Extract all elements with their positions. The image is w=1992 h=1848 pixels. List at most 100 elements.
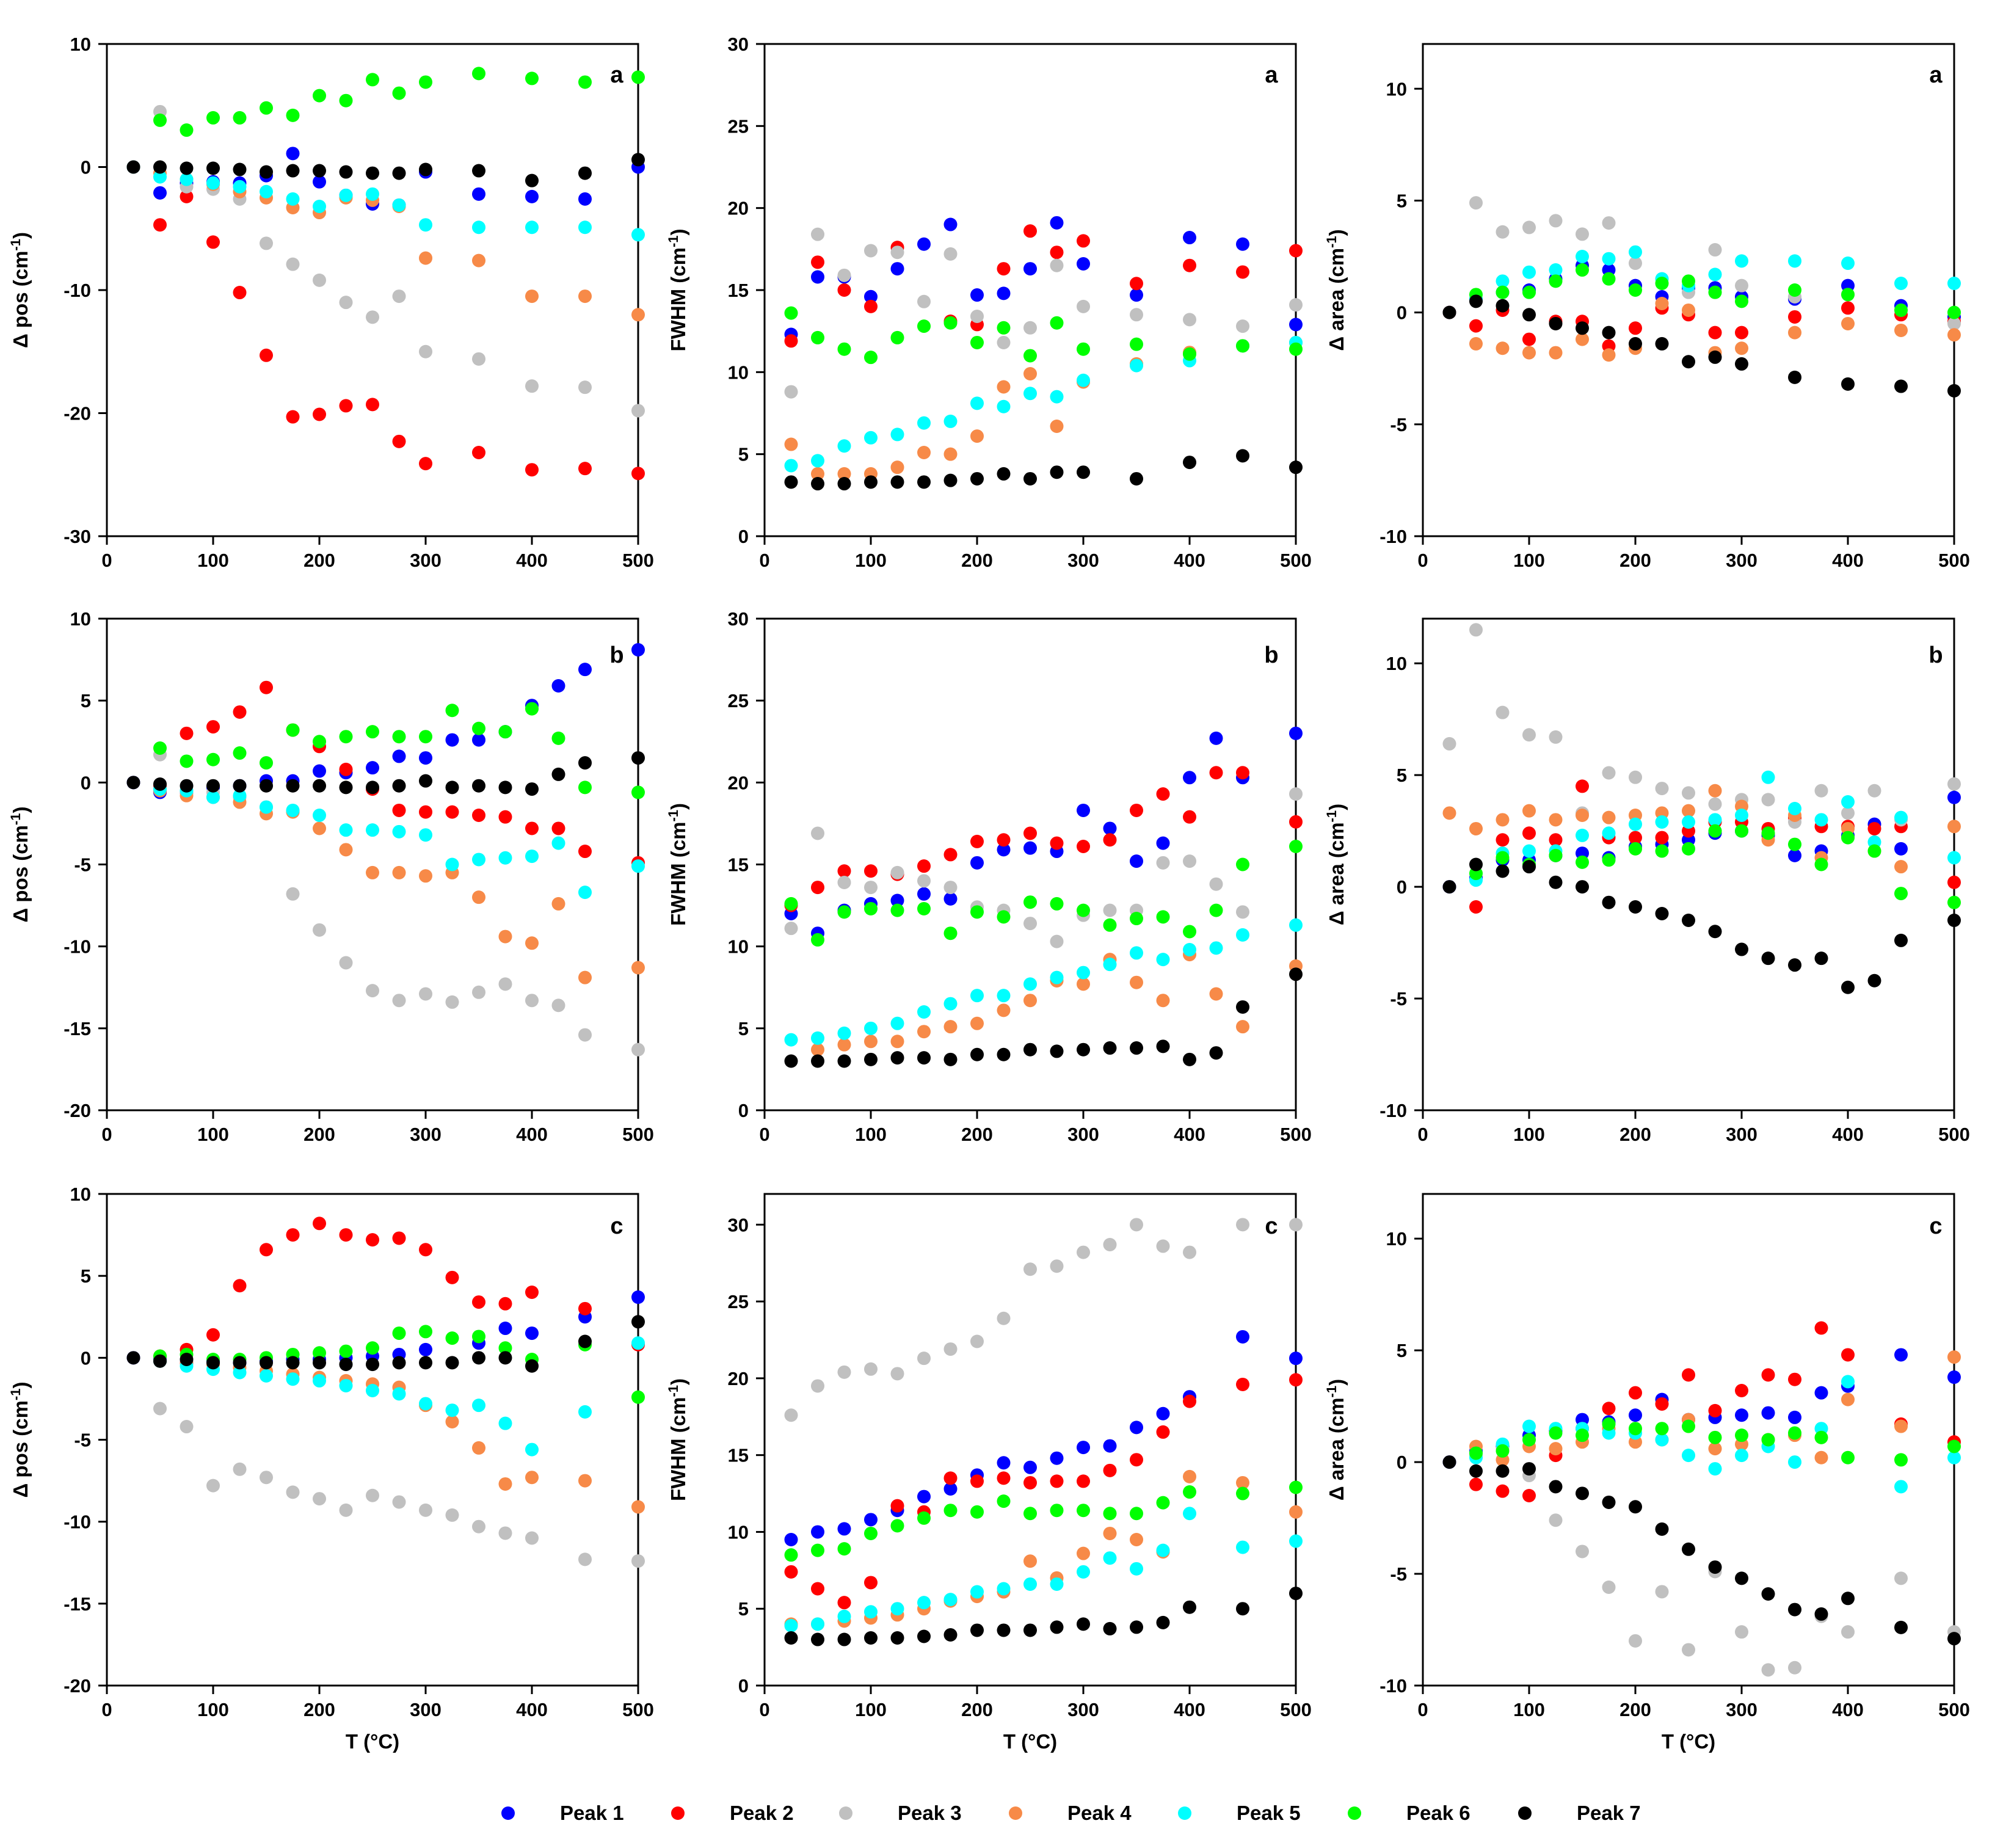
chart-pos-c-point <box>498 1351 512 1365</box>
chart-area-c-y-tick-label: 5 <box>1397 1340 1407 1361</box>
chart-pos-b-point <box>153 777 167 791</box>
chart-area-c-point <box>1522 1433 1536 1447</box>
chart-pos-a-ylabel-close: ) <box>9 232 32 239</box>
chart-area-b-point <box>1761 826 1775 840</box>
chart-area-b-y-axis-label: Δ area (cm-1) <box>1324 804 1348 925</box>
chart-fwhm-b-point <box>1209 987 1223 1001</box>
chart-fwhm-a-point <box>864 244 878 258</box>
chart-area-a-x-tick-label: 400 <box>1832 550 1864 571</box>
chart-fwhm-c-x-tick-label: 500 <box>1280 1699 1312 1720</box>
chart-pos-a-point <box>631 228 645 242</box>
chart-pos-b: 0 100 200 300 400 500 -20 -15 -10 -5 0 5 10 Δ pos (cm… <box>8 608 654 1145</box>
chart-area-a-point <box>1602 216 1616 230</box>
chart-pos-b-point <box>525 849 539 864</box>
chart-fwhm-b-point <box>864 1052 878 1066</box>
chart-pos-a-point <box>180 161 194 175</box>
chart-pos-a-y-tick-label: -30 <box>64 526 91 547</box>
chart-pos-a-series-peak-7 <box>126 153 645 187</box>
chart-area-b-point <box>1867 844 1881 858</box>
chart-pos-a-point <box>525 173 539 187</box>
chart-area-b-point <box>1761 770 1775 784</box>
chart-fwhm-c-point <box>1183 1245 1196 1259</box>
chart-area-b-series-peak-3 <box>1442 623 1961 829</box>
chart-pos-c-point <box>260 1356 273 1370</box>
chart-area-b-point <box>1602 853 1616 867</box>
chart-fwhm-c-y-tick-label: 10 <box>728 1521 749 1543</box>
chart-fwhm-a-point <box>917 475 931 489</box>
chart-pos-b-point <box>498 929 512 944</box>
chart-pos-b-point <box>631 961 645 975</box>
chart-pos-c-ylabel: Δ pos <box>9 1436 32 1498</box>
chart-area-a-point <box>1602 272 1616 286</box>
chart-fwhm-c-y-axis-label: FWHM (cm-1) <box>666 1378 690 1501</box>
chart-area-a-point <box>1655 336 1669 351</box>
chart-pos-c-point <box>313 1217 326 1231</box>
chart-fwhm-c-point <box>1183 1507 1196 1521</box>
chart-area-c-point <box>1761 1368 1775 1382</box>
chart-area-b-x-tick-label: 300 <box>1726 1124 1758 1145</box>
chart-pos-b-y-tick-label: 0 <box>81 772 91 793</box>
chart-fwhm-b-point <box>1236 857 1249 871</box>
chart-area-a-point <box>1735 357 1748 371</box>
chart-fwhm-a-point <box>811 477 824 491</box>
chart-pos-a-point <box>206 235 220 249</box>
chart-pos-a-y-tick-label: -20 <box>64 403 91 424</box>
chart-pos-c-point <box>260 1369 273 1383</box>
chart-pos-a-y-tick-label: 10 <box>70 34 91 55</box>
chart-fwhm-a-point <box>1023 349 1037 363</box>
chart-fwhm-b-point <box>1236 1020 1249 1034</box>
chart-fwhm-b-point <box>917 1025 931 1039</box>
chart-pos-a-point <box>631 308 645 322</box>
chart-fwhm-b-point <box>1209 1046 1223 1060</box>
chart-fwhm-b-ylabel-unit: (cm <box>667 822 689 858</box>
chart-area-b-point <box>1867 784 1881 798</box>
chart-fwhm-b-point <box>1023 994 1037 1008</box>
chart-area-c-point <box>1469 1477 1483 1491</box>
chart-fwhm-b-point <box>864 1021 878 1035</box>
chart-pos-a-point <box>260 348 273 362</box>
chart-area-b-point <box>1442 806 1456 820</box>
chart-area-c-point <box>1522 1462 1536 1476</box>
chart-fwhm-c-point <box>784 1533 798 1547</box>
chart-fwhm-b-y-tick-label: 25 <box>728 690 749 711</box>
chart-pos-c-ylabel-close: ) <box>9 1382 32 1389</box>
chart-fwhm-c-point <box>837 1596 851 1610</box>
chart-fwhm-b-point <box>1050 1044 1064 1058</box>
legend-marker <box>1009 1806 1022 1820</box>
chart-fwhm-a-point <box>1023 387 1037 401</box>
chart-area-a-series-peak-4 <box>1469 296 1961 362</box>
chart-area-a-x-tick-label: 200 <box>1619 550 1651 571</box>
chart-fwhm-b-point <box>837 876 851 890</box>
chart-pos-b-point <box>392 803 406 817</box>
chart-fwhm-a-point <box>890 475 904 489</box>
chart-area-b-point <box>1629 817 1642 831</box>
chart-area-b-point <box>1602 766 1616 780</box>
chart-pos-c-series-peak-3 <box>153 1402 645 1568</box>
chart-area-a-series-peak-1 <box>1442 258 1961 324</box>
chart-fwhm-b-ylabel: FWHM <box>667 857 689 926</box>
legend-label: Peak 6 <box>1406 1802 1470 1824</box>
chart-fwhm-a-point <box>890 246 904 260</box>
chart-fwhm-c-frame <box>763 1193 1297 1687</box>
chart-area-b-point <box>1549 848 1563 862</box>
chart-pos-c-point <box>126 1351 140 1365</box>
chart-fwhm-c-point <box>1077 1546 1090 1560</box>
chart-fwhm-b-point <box>943 1052 958 1066</box>
chart-area-c-point <box>1947 1450 1961 1464</box>
chart-area-c-point <box>1814 1321 1828 1335</box>
chart-fwhm-b-point <box>970 905 984 919</box>
chart-pos-b-point <box>551 897 565 911</box>
chart-pos-b-point <box>631 642 645 657</box>
chart-pos-c-point <box>233 1356 247 1370</box>
chart-fwhm-b-point <box>1289 726 1303 740</box>
chart-pos-b-point <box>233 779 247 793</box>
chart-fwhm-c-series-peak-7 <box>784 1587 1303 1646</box>
chart-pos-a-y-axis-label: Δ pos (cm-1) <box>8 232 32 348</box>
chart-area-a-point <box>1522 346 1536 360</box>
chart-pos-b-point <box>260 779 273 793</box>
chart-pos-b-point <box>551 767 565 781</box>
chart-fwhm-b-point <box>943 881 958 895</box>
chart-fwhm-a-point <box>1130 471 1143 486</box>
chart-fwhm-b-point <box>784 897 798 911</box>
chart-area-c-point <box>1735 1571 1748 1585</box>
